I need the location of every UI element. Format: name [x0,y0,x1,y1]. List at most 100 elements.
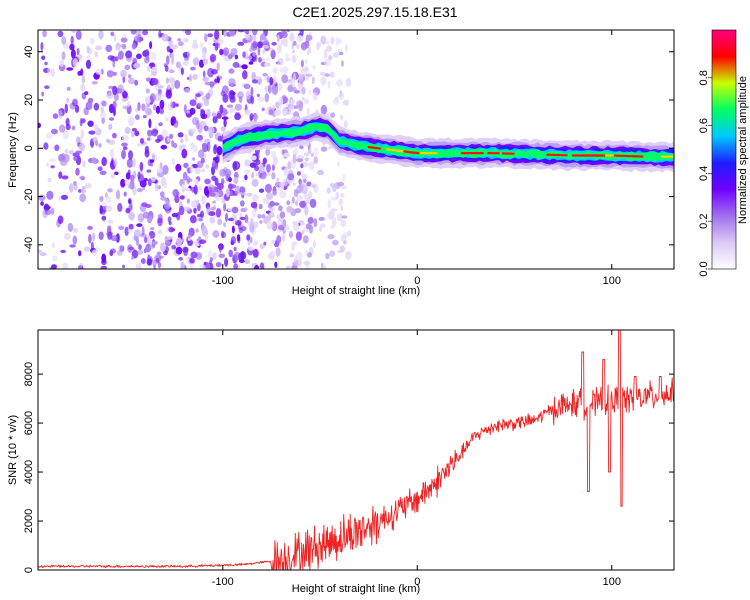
spectrogram-speckle [296,195,304,202]
spectrogram-speckle [322,264,327,269]
spectrogram-speckle [60,159,68,166]
spectrogram-speckle [277,58,284,66]
spectrogram-speckle [217,135,223,142]
spectrogram-speckle [240,226,247,232]
spectrogram-speckle [212,115,218,124]
spectrogram-speckle [251,71,256,82]
spectrogram-speckle [252,30,258,36]
spectrogram-speckle [118,225,125,231]
spectrogram-speckle [328,211,335,220]
spectrogram-speckle [215,262,222,268]
spectrogram-speckle [213,205,216,209]
spectrogram-speckle [332,239,339,246]
spectrogram-speckle [191,43,199,49]
spectrogram-speckle [202,70,206,78]
spectrogram-y-ticks: -40 -20 0 20 40 [23,46,674,253]
spectrogram-speckle [257,46,261,56]
spectrogram-speckle [143,236,148,244]
spectrogram-speckle [262,73,268,77]
spectrogram-speckle [182,171,188,181]
spectrogram-speckle [43,203,50,211]
spectrogram-speckle [283,39,289,47]
spectrogram-speckle [52,113,59,119]
spectrogram-speckle [170,83,176,90]
spectrogram-speckle [158,229,162,235]
spectrogram-speckle [134,130,140,137]
spectrogram-speckle [296,158,304,163]
spectrogram-speckle [313,146,319,157]
spectrogram-speckle [331,217,337,227]
spectrogram-speckle [171,212,179,218]
spectrogram-speckle [127,169,131,177]
spectrogram-speckle [258,203,263,210]
spectrogram-speckle [146,55,150,61]
chart-title: C2E1.2025.297.15.18.E31 [292,4,457,20]
spectrogram-speckle [164,235,168,244]
spectrogram-speckle [282,66,289,74]
spectrogram-speckle [266,76,270,83]
spectrogram-speckle [239,200,245,207]
spectrogram-speckle [137,101,141,111]
spectrogram-speckle [320,76,327,86]
spectrogram-speckle [337,181,345,187]
spectrogram-speckle [249,162,257,168]
spectrogram-speckle [106,70,114,78]
spectrogram-speckle [175,246,183,255]
spectrogram-speckle [327,80,331,89]
spectrogram-speckle [66,97,70,103]
spectrogram-speckle [121,134,129,142]
spectrogram-speckle [251,79,258,84]
spectrogram-speckle [182,60,190,66]
spectrogram-speckle [202,58,209,65]
spectrogram-speckle [198,149,205,159]
spectrogram-speckle [295,200,299,207]
spectrogram-speckle [343,240,347,245]
spectrogram-speckle [249,115,253,122]
spectrogram-speckle [274,261,278,268]
spectrogram-speckle [192,144,198,153]
spectrogram-speckle [256,93,260,97]
spectrogram-speckle [300,163,304,169]
spectrogram-speckle [196,134,204,141]
spectrogram-signal-band [222,112,674,173]
spectrogram-speckle [40,41,44,51]
spectrogram-speckle [122,105,128,110]
spectrogram-speckle [187,239,194,247]
spectrogram-speckle [70,35,74,45]
spectrogram-speckle [76,47,80,56]
spectrogram-speckle [339,114,344,120]
spectrogram-speckle [193,185,198,195]
spectrogram-speckle [334,96,339,103]
spectrogram-speckle [151,66,158,73]
spectrogram-speckle [135,114,140,120]
spectrogram-speckle [43,142,49,150]
spectrogram-speckle [225,188,230,198]
spectrogram-speckle [270,151,277,158]
spectrogram-speckle [330,224,335,230]
spectrogram-speckle [195,228,199,233]
spectrogram-speckle [261,107,265,112]
spectrogram-speckle [115,233,120,243]
spectrogram-speckle [262,49,266,55]
spectrogram-speckle [259,262,265,269]
spectrogram-speckle [211,175,217,182]
spectrogram-speckle [174,79,181,89]
spectrogram-speckle [224,257,229,267]
spectrogram-speckle [320,35,327,45]
spectrogram-speckle [100,68,104,75]
spectrogram-speckle [330,112,336,118]
spectrogram-speckle [61,175,69,180]
spectrogram-speckle [208,211,216,217]
spectrogram-speckle [250,217,254,227]
spectrogram-speckle [124,226,129,236]
spectrogram-speckle [200,157,205,164]
y-tick-label: 40 [23,46,35,58]
spectrogram-speckle [128,212,135,221]
spectrogram-speckle [83,246,91,252]
spectrogram-speckle [310,152,314,157]
spectrogram-speckle [291,245,295,251]
spectrogram-speckle [68,150,74,155]
spectrogram-speckle [292,49,295,54]
spectrogram-speckle [111,172,115,179]
spectrogram-speckle [247,240,251,246]
